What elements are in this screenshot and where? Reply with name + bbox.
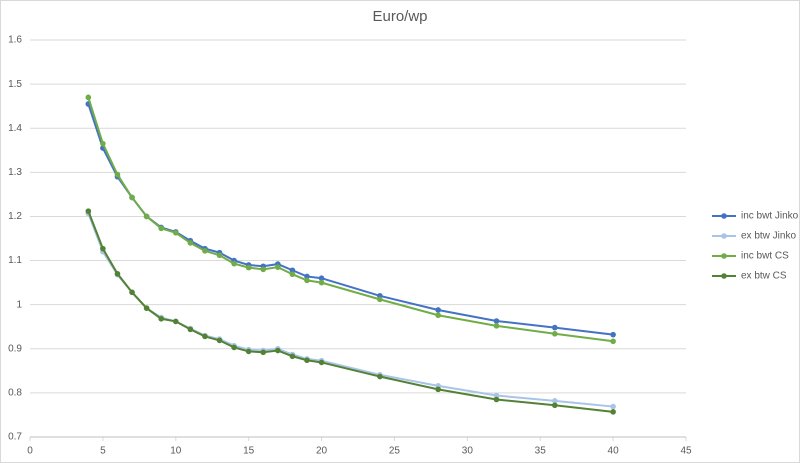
data-point <box>143 305 150 311</box>
data-point <box>318 359 325 366</box>
y-tick-label: 0.8 <box>8 388 22 399</box>
y-tick-label: 1.1 <box>8 255 22 266</box>
data-point <box>304 277 310 284</box>
data-point <box>85 208 92 214</box>
legend-marker <box>721 213 727 219</box>
data-point <box>114 270 121 277</box>
y-tick-label: 1 <box>16 299 22 310</box>
data-point <box>100 245 106 252</box>
data-point <box>202 333 208 340</box>
data-point <box>552 324 558 331</box>
data-point <box>100 140 106 147</box>
x-tick-label: 35 <box>535 446 547 457</box>
data-point <box>610 403 616 410</box>
data-point <box>143 213 150 220</box>
y-tick-label: 1.2 <box>8 211 22 222</box>
chart-title: Euro/wp <box>372 8 427 25</box>
x-tick-label: 40 <box>608 446 620 457</box>
data-point <box>245 264 252 271</box>
y-tick-label: 0.7 <box>8 432 22 443</box>
data-point <box>304 273 310 280</box>
data-point <box>377 373 383 380</box>
x-tick-label: 15 <box>243 446 255 457</box>
data-point <box>231 260 237 267</box>
data-point <box>187 240 194 246</box>
x-tick-label: 10 <box>170 446 182 457</box>
data-point <box>172 229 179 236</box>
x-tick-label: 30 <box>462 446 474 457</box>
data-point <box>493 392 500 399</box>
legend-label: ex btw CS <box>741 271 787 282</box>
data-point <box>493 323 500 329</box>
data-point <box>216 337 223 344</box>
x-tick-label: 45 <box>680 446 692 457</box>
legend-marker <box>721 233 727 239</box>
data-point <box>275 347 281 354</box>
data-point <box>158 315 164 322</box>
data-point <box>435 386 441 393</box>
data-point <box>85 94 92 101</box>
data-point <box>610 331 616 338</box>
data-point <box>158 225 164 232</box>
data-point <box>304 357 310 364</box>
y-tick-label: 0.9 <box>8 343 22 354</box>
data-point <box>289 353 296 360</box>
x-tick-label: 0 <box>27 446 33 457</box>
data-point <box>129 289 135 296</box>
x-tick-label: 5 <box>100 446 106 457</box>
legend-marker <box>721 253 727 259</box>
data-point <box>260 349 267 356</box>
x-tick-label: 25 <box>389 446 401 457</box>
data-point <box>202 248 208 254</box>
data-point <box>187 326 194 333</box>
data-point <box>216 252 223 259</box>
data-point <box>129 194 135 201</box>
data-point <box>260 266 267 273</box>
data-point <box>552 398 558 404</box>
data-point <box>493 318 500 324</box>
data-point <box>552 330 558 337</box>
data-point <box>318 279 325 286</box>
legend-label: ex btw Jinko <box>741 231 796 242</box>
y-tick-label: 1.4 <box>8 123 22 134</box>
y-tick-label: 1.5 <box>8 79 22 90</box>
x-tick-label: 20 <box>316 446 328 457</box>
data-point <box>245 348 252 355</box>
data-point <box>289 267 296 274</box>
data-point <box>318 275 325 282</box>
series-line <box>87 210 614 413</box>
y-tick-label: 1.3 <box>8 167 22 178</box>
data-point <box>114 171 121 178</box>
legend-label: inc bwt Jinko <box>741 211 799 222</box>
legend-marker <box>721 273 727 279</box>
legend-label: inc bwt CS <box>741 251 789 262</box>
data-point <box>552 402 558 409</box>
series-line <box>87 97 614 343</box>
y-tick-label: 1.6 <box>8 35 22 46</box>
data-point <box>610 409 616 415</box>
data-point <box>493 396 500 403</box>
data-point <box>172 318 179 325</box>
data-point <box>275 264 281 270</box>
data-point <box>610 338 616 345</box>
data-point <box>435 312 441 319</box>
data-point <box>289 271 296 278</box>
data-point <box>377 296 383 303</box>
data-point <box>231 344 237 351</box>
data-point <box>435 307 441 313</box>
